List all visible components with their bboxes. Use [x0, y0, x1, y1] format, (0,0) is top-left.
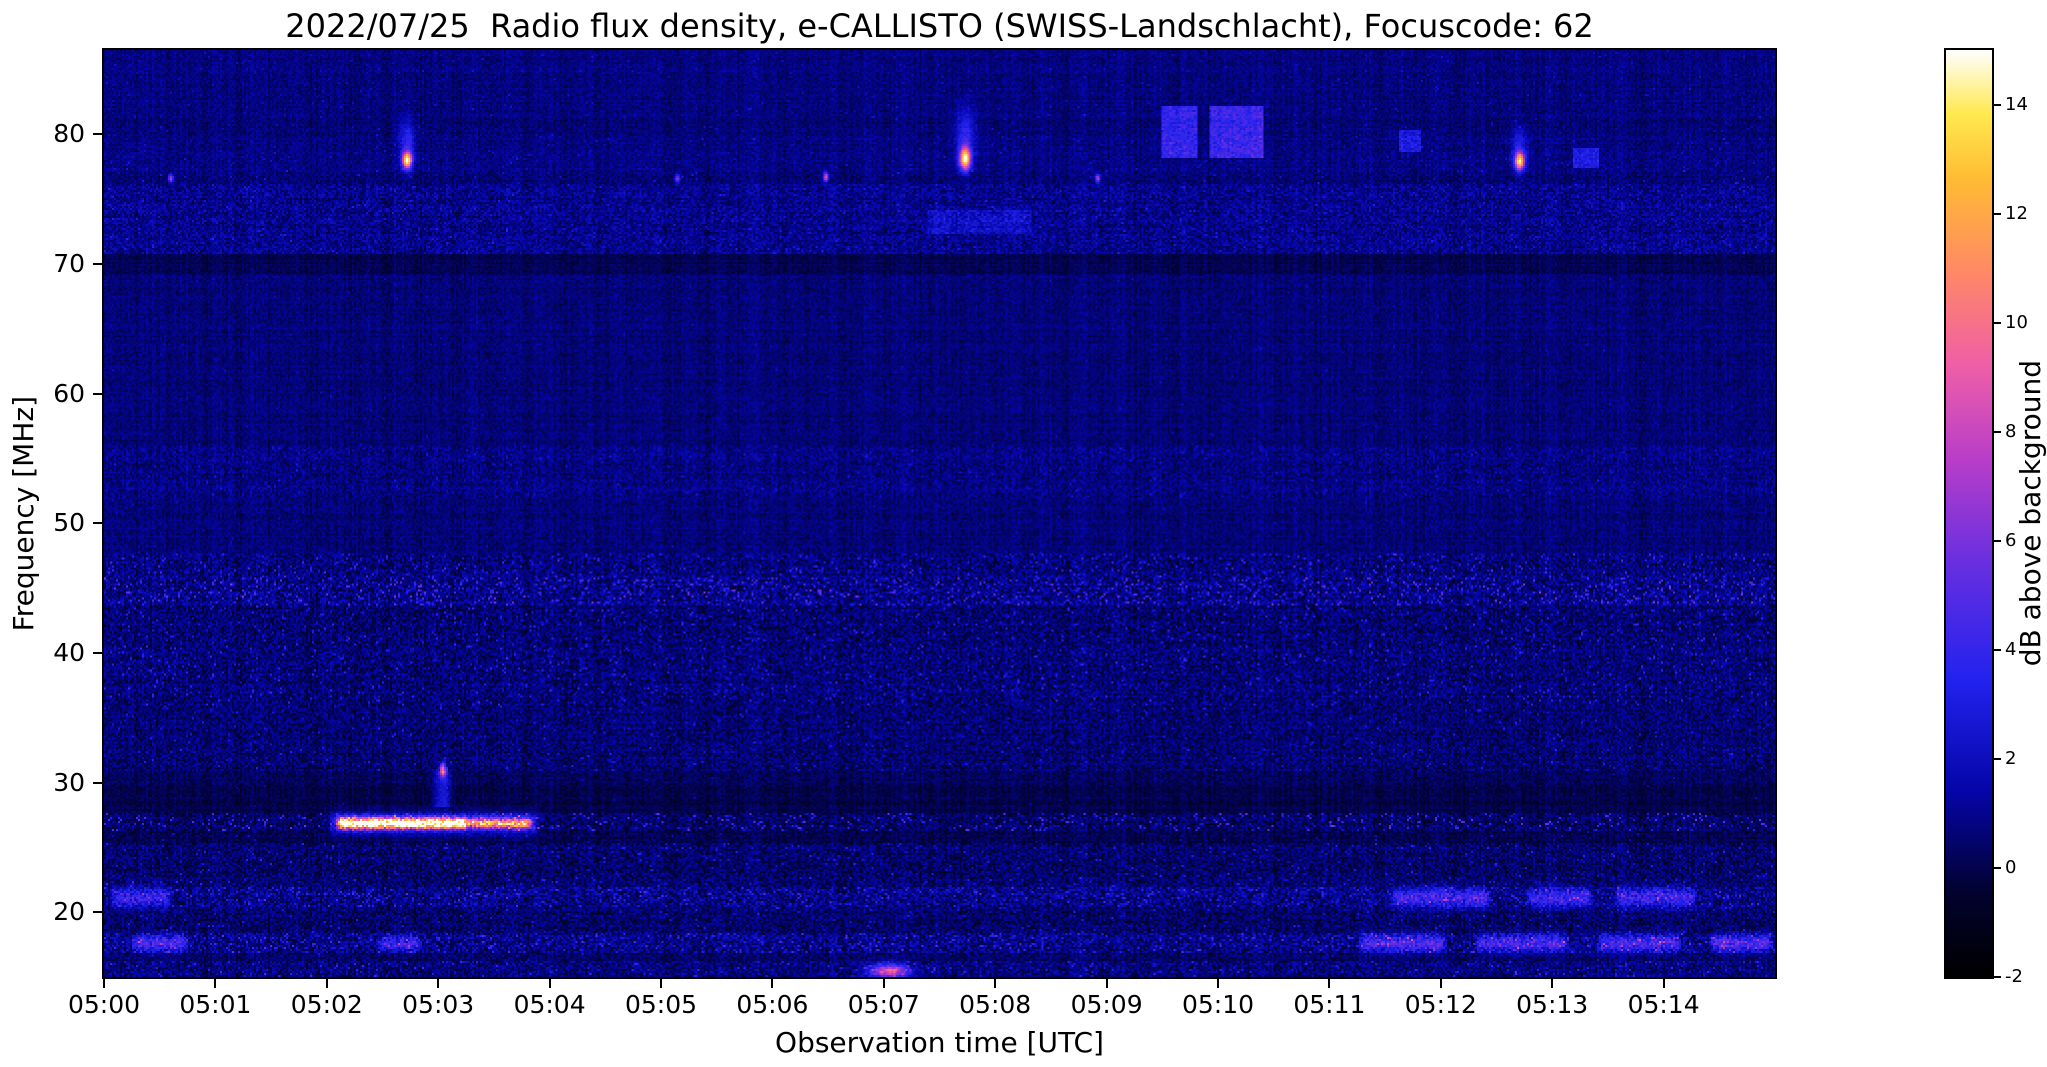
colorbar-tick-label: 6 — [2005, 529, 2017, 551]
x-tick-label: 05:05 — [624, 990, 698, 1019]
colorbar-tick-label: -2 — [2005, 966, 2023, 987]
colorbar-tick-label: 2 — [2005, 747, 2017, 769]
x-tick-label: 05:04 — [513, 990, 586, 1019]
x-tick-label: 05:09 — [1070, 990, 1143, 1019]
colorbar-tick-label: 10 — [2005, 311, 2028, 333]
y-tick-mark — [93, 522, 102, 525]
y-tick-label: 70 — [53, 248, 85, 278]
y-tick-label: 60 — [53, 378, 85, 408]
y-tick-mark — [93, 133, 102, 136]
x-tick-label: 05:03 — [402, 990, 475, 1019]
x-tick-label: 05:02 — [290, 990, 363, 1019]
x-tick-mark — [214, 979, 217, 988]
colorbar-tick-mark — [1994, 539, 2001, 542]
x-tick-label: 05:11 — [1293, 990, 1366, 1019]
x-tick-mark — [437, 979, 440, 988]
colorbar-tick-label: 14 — [2005, 93, 2028, 115]
colorbar-tick-mark — [1994, 212, 2001, 215]
y-tick-mark — [93, 392, 102, 395]
x-tick-mark — [548, 979, 551, 988]
x-tick-label: 05:08 — [959, 990, 1032, 1019]
x-tick-mark — [1439, 979, 1442, 988]
x-tick-label: 05:06 — [736, 990, 809, 1019]
y-tick-label: 80 — [53, 119, 85, 149]
colorbar-gradient — [1946, 50, 1992, 977]
x-tick-mark — [882, 979, 885, 988]
y-tick-mark — [93, 262, 102, 265]
x-tick-mark — [771, 979, 774, 988]
x-tick-mark — [103, 979, 105, 988]
x-tick-label: 05:07 — [847, 990, 920, 1019]
x-axis-label: Observation time [UTC] — [775, 1026, 1104, 1059]
y-tick-label: 30 — [53, 767, 85, 797]
y-tick-mark — [93, 651, 102, 654]
x-tick-mark — [1551, 979, 1554, 988]
colorbar-tick-label: 0 — [2005, 856, 2017, 878]
chart-title: 2022/07/25 Radio flux density, e-CALLIST… — [285, 7, 1594, 45]
x-tick-mark — [1328, 979, 1331, 988]
x-tick-label: 05:13 — [1516, 990, 1589, 1019]
x-tick-label: 05:14 — [1627, 990, 1700, 1019]
x-tick-mark — [660, 979, 662, 988]
colorbar-tick-label: 8 — [2005, 420, 2017, 442]
x-tick-mark — [1662, 979, 1665, 988]
y-tick-mark — [93, 911, 102, 914]
spectrogram-heatmap — [104, 50, 1775, 977]
x-tick-mark — [994, 979, 997, 988]
y-tick-label: 50 — [53, 508, 85, 538]
y-tick-label: 20 — [53, 897, 85, 927]
colorbar-tick-mark — [1994, 430, 2001, 433]
x-tick-label: 05:10 — [1181, 990, 1255, 1019]
y-tick-mark — [93, 781, 102, 784]
colorbar-label: dB above background — [2014, 50, 2047, 977]
x-tick-mark — [1217, 979, 1219, 988]
colorbar-tick-label: 4 — [2005, 638, 2017, 660]
x-tick-label: 05:00 — [67, 990, 141, 1019]
colorbar-tick-mark — [1994, 103, 2001, 106]
colorbar-tick-mark — [1994, 648, 2001, 651]
y-tick-label: 40 — [53, 637, 85, 667]
x-tick-label: 05:01 — [179, 990, 252, 1019]
x-tick-mark — [1105, 979, 1108, 988]
colorbar-tick-mark — [1994, 866, 2001, 869]
colorbar-tick-mark — [1994, 757, 2001, 760]
colorbar-tick-label: 12 — [2005, 202, 2028, 224]
colorbar-tick-mark — [1994, 976, 2001, 978]
colorbar-label-text: dB above background — [2014, 360, 2047, 667]
colorbar-tick-mark — [1994, 321, 2001, 324]
x-tick-mark — [325, 979, 328, 988]
x-tick-label: 05:12 — [1404, 990, 1477, 1019]
